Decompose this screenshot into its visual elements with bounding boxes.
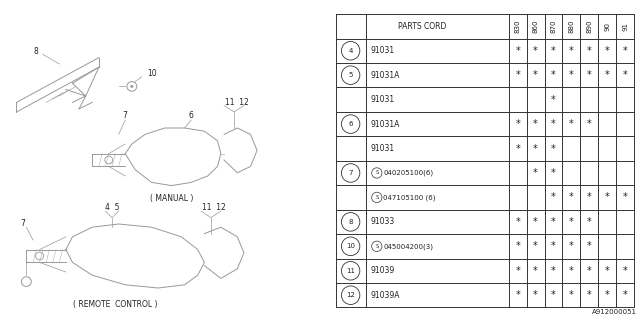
Circle shape: [131, 85, 133, 88]
Text: 880: 880: [568, 20, 574, 33]
Text: S: S: [375, 171, 378, 175]
Text: 91039: 91039: [370, 266, 394, 275]
Text: *: *: [605, 192, 609, 203]
Text: *: *: [533, 119, 538, 129]
Text: 91031A: 91031A: [370, 120, 399, 129]
Text: *: *: [551, 241, 556, 251]
Text: *: *: [551, 192, 556, 203]
Text: *: *: [587, 217, 591, 227]
Text: ( MANUAL ): ( MANUAL ): [150, 194, 193, 203]
Text: *: *: [533, 168, 538, 178]
Text: 91031A: 91031A: [370, 71, 399, 80]
Text: *: *: [515, 290, 520, 300]
Text: *: *: [587, 70, 591, 80]
Text: *: *: [551, 290, 556, 300]
Text: *: *: [533, 46, 538, 56]
Text: *: *: [623, 70, 627, 80]
Text: *: *: [551, 119, 556, 129]
Text: 91031: 91031: [370, 46, 394, 55]
Text: *: *: [587, 266, 591, 276]
Text: *: *: [533, 70, 538, 80]
Text: *: *: [515, 144, 520, 154]
Text: *: *: [605, 70, 609, 80]
Text: *: *: [533, 290, 538, 300]
Text: 4  5: 4 5: [105, 204, 119, 212]
Text: 12: 12: [346, 292, 355, 298]
Text: 7: 7: [123, 111, 128, 120]
Text: *: *: [533, 241, 538, 251]
Text: 10: 10: [346, 243, 355, 249]
Text: *: *: [515, 217, 520, 227]
Text: 045004200(3): 045004200(3): [383, 243, 433, 250]
Text: *: *: [623, 290, 627, 300]
Text: S: S: [375, 244, 378, 249]
Text: 11  12: 11 12: [202, 204, 226, 212]
Text: *: *: [551, 46, 556, 56]
Text: *: *: [515, 241, 520, 251]
Text: 91033: 91033: [370, 217, 394, 226]
Text: *: *: [533, 266, 538, 276]
Text: *: *: [533, 144, 538, 154]
Text: 11: 11: [346, 268, 355, 274]
Text: *: *: [587, 119, 591, 129]
Text: 047105100 (6): 047105100 (6): [383, 194, 436, 201]
Text: S: S: [375, 195, 378, 200]
Text: *: *: [569, 266, 573, 276]
Text: 91031: 91031: [370, 95, 394, 104]
Text: ( REMOTE  CONTROL ): ( REMOTE CONTROL ): [73, 300, 157, 308]
Text: *: *: [605, 46, 609, 56]
Text: *: *: [569, 241, 573, 251]
Text: 6: 6: [348, 121, 353, 127]
Text: 10: 10: [147, 69, 156, 78]
Text: 870: 870: [550, 20, 556, 33]
Text: 890: 890: [586, 20, 592, 33]
Text: 860: 860: [532, 20, 539, 33]
Text: 90: 90: [604, 22, 610, 31]
Text: *: *: [587, 192, 591, 203]
Text: *: *: [623, 46, 627, 56]
Text: *: *: [569, 192, 573, 203]
Text: 6: 6: [189, 111, 194, 120]
Text: *: *: [623, 192, 627, 203]
Text: *: *: [515, 46, 520, 56]
Text: *: *: [587, 46, 591, 56]
Text: *: *: [587, 290, 591, 300]
Text: *: *: [569, 217, 573, 227]
Text: 8: 8: [34, 47, 38, 56]
Text: *: *: [551, 144, 556, 154]
Text: 11  12: 11 12: [225, 98, 249, 107]
Text: *: *: [515, 70, 520, 80]
Text: 7: 7: [20, 220, 26, 228]
Text: 830: 830: [515, 20, 521, 33]
Text: 5: 5: [348, 72, 353, 78]
Text: *: *: [569, 119, 573, 129]
Text: *: *: [515, 266, 520, 276]
Text: *: *: [587, 241, 591, 251]
Text: *: *: [551, 217, 556, 227]
Text: PARTS CORD: PARTS CORD: [398, 22, 447, 31]
Text: *: *: [551, 168, 556, 178]
Text: *: *: [533, 217, 538, 227]
Text: 040205100(6): 040205100(6): [383, 170, 433, 176]
Text: *: *: [551, 266, 556, 276]
Text: 4: 4: [348, 48, 353, 54]
Text: 91031: 91031: [370, 144, 394, 153]
Text: *: *: [551, 95, 556, 105]
Text: A912000051: A912000051: [592, 309, 637, 315]
Text: 7: 7: [348, 170, 353, 176]
Text: *: *: [569, 70, 573, 80]
Text: *: *: [605, 290, 609, 300]
Text: *: *: [605, 266, 609, 276]
Text: *: *: [515, 119, 520, 129]
Text: *: *: [551, 70, 556, 80]
Text: *: *: [623, 266, 627, 276]
Text: *: *: [569, 46, 573, 56]
Text: *: *: [569, 290, 573, 300]
Text: 91: 91: [622, 22, 628, 31]
Text: 8: 8: [348, 219, 353, 225]
Text: 91039A: 91039A: [370, 291, 399, 300]
